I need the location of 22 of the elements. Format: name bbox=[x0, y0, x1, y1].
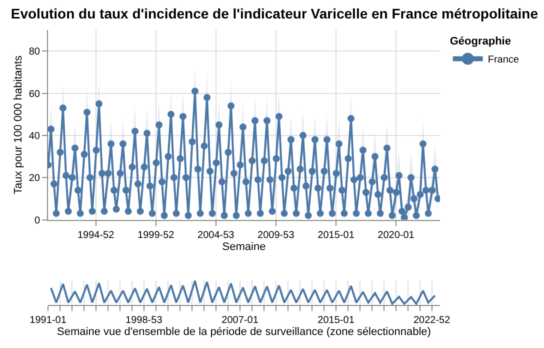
y-tick-label: 80 bbox=[28, 46, 40, 58]
x-tick-label: 2015-01 bbox=[318, 315, 355, 326]
x-tick-label: 1991-01 bbox=[30, 315, 67, 326]
x-tick-label: 2022-52 bbox=[413, 315, 451, 326]
x-tick-label: 2009-53 bbox=[258, 230, 295, 241]
x-tick-label: 2007-01 bbox=[222, 315, 259, 326]
chart-title: Evolution du taux d'incidence de l'indicateur Varicelle en France métropolitaine bbox=[10, 6, 538, 22]
legend-label: France bbox=[488, 54, 520, 66]
x-tick-label: 2020-01 bbox=[378, 230, 415, 241]
x-tick-label: 2015-01 bbox=[318, 230, 355, 241]
x-axis-title: Semaine vue d'ensemble de la période de surveillance (zone sélectionnable) bbox=[57, 326, 431, 338]
x-tick-label: 2004-53 bbox=[198, 230, 235, 241]
y-axis-title: Taux pour 100 000 habitants bbox=[12, 54, 25, 194]
y-tick-label: 0 bbox=[34, 215, 40, 226]
y-tick-label: 20 bbox=[28, 173, 40, 184]
y-tick-label: 60 bbox=[28, 88, 40, 100]
x-tick-label: 1998-53 bbox=[126, 315, 163, 326]
x-axis-title: Semaine bbox=[222, 240, 266, 253]
x-tick-label: 1999-52 bbox=[138, 230, 175, 241]
legend-title: Géographie bbox=[450, 35, 511, 48]
x-tick-label: 1994-52 bbox=[77, 230, 115, 241]
y-tick-label: 40 bbox=[28, 130, 40, 142]
